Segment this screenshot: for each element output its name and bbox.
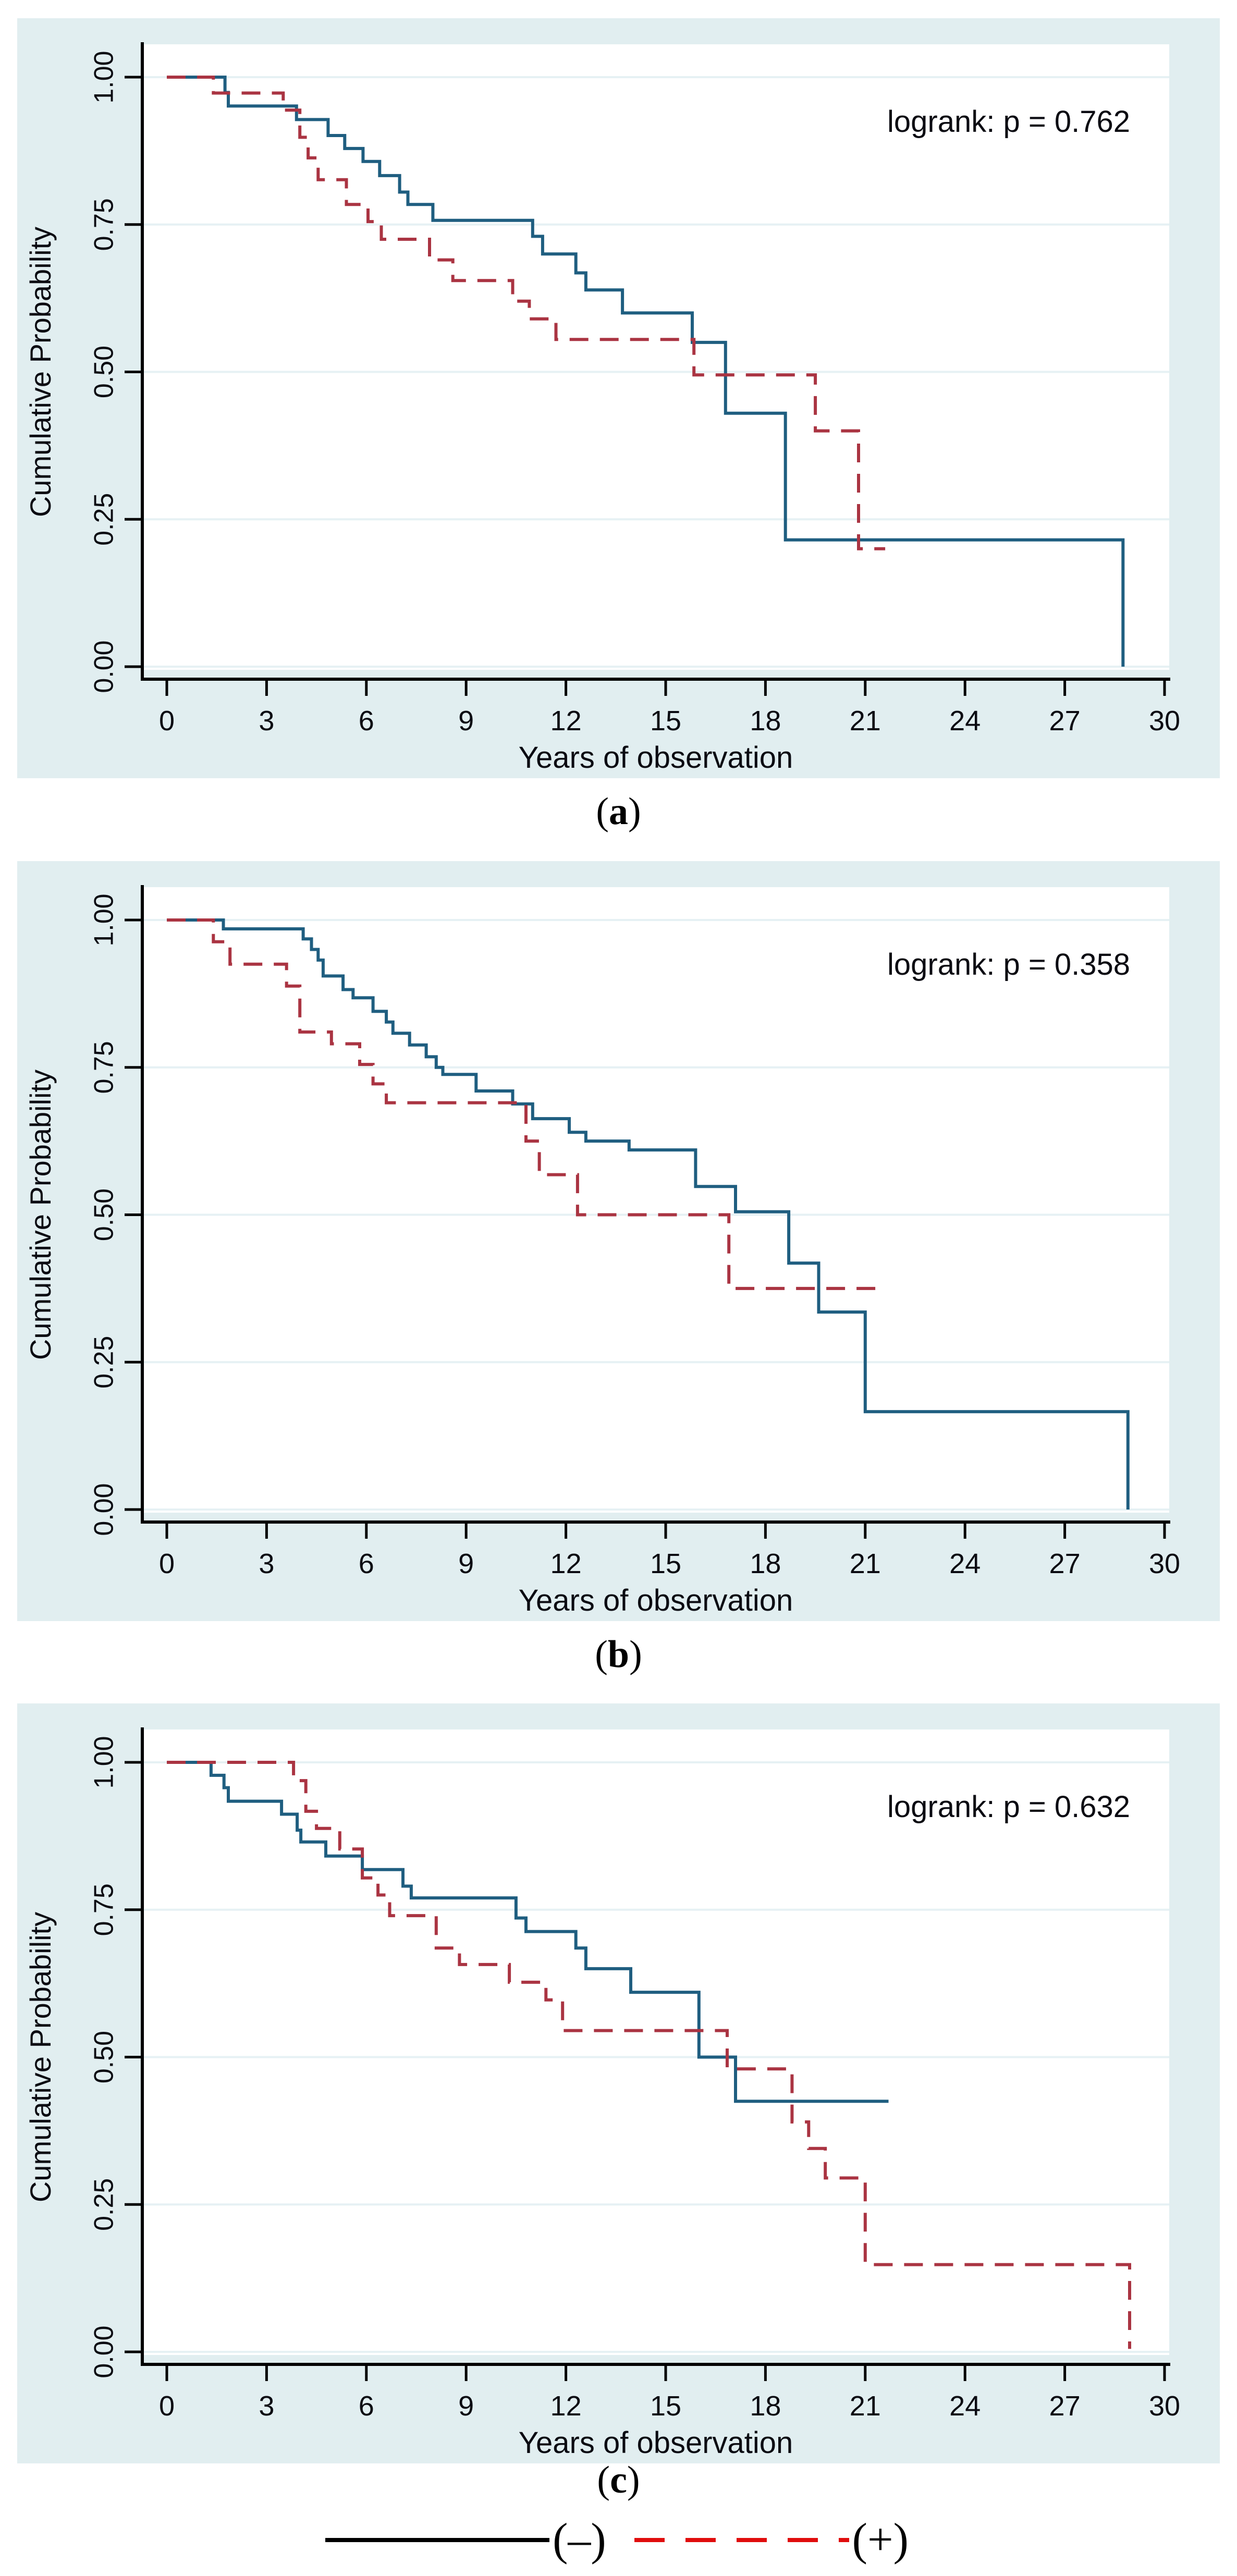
y-tick-label: 0.75 [89,198,119,251]
x-tick-label: 0 [159,2390,175,2422]
km-chart-c: 0.00 0.25 0.50 0.75 1.00 0 3 6 9 12 15 18 21 24 27 30 Ye… [24,1727,1180,2460]
legend-line-positive-icon [634,2538,849,2542]
series-positive [167,918,882,1290]
y-tick-label: 0.25 [89,493,119,546]
logrank-annotation: logrank: p = 0.358 [887,948,1130,982]
km-panel-b: 0.00 0.25 0.50 0.75 1.00 0 3 6 9 12 15 18 21 24 27 30 Ye… [17,861,1220,1621]
legend-label-positive: (+) [852,2514,909,2565]
legend-line-negative-icon [325,2538,550,2542]
x-tick-label: 27 [1049,2390,1081,2422]
y-tick-label: 0.25 [89,2178,119,2231]
x-tick-label: 24 [949,705,981,737]
x-axis-title: Years of observation [519,741,793,775]
plot-area [142,44,1169,670]
x-tick-label: 15 [650,1548,681,1579]
x-tick-label: 15 [650,2390,681,2422]
y-axis-title: Cumulative Probability [24,1912,57,2202]
x-tick-label: 0 [159,1548,175,1579]
x-tick-label: 27 [1049,1548,1081,1579]
x-axis-title: Years of observation [519,2426,793,2460]
y-tick-label: 0.25 [89,1336,119,1389]
legend-label-negative: (–) [553,2514,606,2565]
x-tick-label: 9 [458,2390,474,2422]
y-tick-label: 0.00 [89,2325,119,2378]
x-tick-label: 3 [259,1548,274,1579]
caption-b-letter: b [607,1633,630,1676]
plot-area [142,1729,1169,2355]
x-tick-label: 24 [949,1548,981,1579]
x-tick-label: 30 [1149,1548,1180,1579]
x-tick-label: 18 [750,2390,781,2422]
y-axis-title: Cumulative Probability [24,227,57,517]
caption-b-close: ) [629,1633,642,1676]
y-tick-label: 1.00 [89,1736,119,1788]
y-tick-label: 0.75 [89,1041,119,1094]
x-tick-label: 12 [550,1548,582,1579]
y-tick-label: 0.75 [89,1883,119,1936]
x-tick-label: 30 [1149,705,1180,737]
km-panel-c: 0.00 0.25 0.50 0.75 1.00 0 3 6 9 12 15 18 21 24 27 30 Ye… [17,1703,1220,2463]
y-axis-title: Cumulative Probability [24,1070,57,1360]
km-chart-b: 0.00 0.25 0.50 0.75 1.00 0 3 6 9 12 15 18 21 24 27 30 Ye… [24,885,1180,1617]
x-tick-label: 9 [458,705,474,737]
caption-a-open: ( [596,790,609,833]
series-positive [167,1761,1131,2349]
x-tick-label: 18 [750,705,781,737]
logrank-annotation: logrank: p = 0.762 [887,105,1130,139]
caption-b: (b) [0,1633,1237,1677]
series-negative [167,918,1130,1510]
x-tick-label: 0 [159,705,175,737]
x-tick-label: 3 [259,2390,274,2422]
x-tick-label: 6 [359,1548,374,1579]
series-negative [167,76,1125,667]
caption-b-open: ( [595,1633,608,1676]
km-panel-a: 0.00 0.25 0.50 0.75 1.00 0 3 6 9 12 15 18 21 24 27 30 Ye… [17,18,1220,778]
x-tick-label: 27 [1049,705,1081,737]
y-tick-label: 1.00 [89,893,119,946]
x-tick-label: 6 [359,705,374,737]
caption-c-close: ) [627,2459,640,2501]
caption-a: (a) [0,790,1237,834]
km-chart-a: 0.00 0.25 0.50 0.75 1.00 0 3 6 9 12 15 18 21 24 27 30 Ye… [24,42,1180,775]
y-tick-label: 0.00 [89,640,119,693]
plot-area [142,887,1169,1513]
x-tick-label: 15 [650,705,681,737]
x-tick-label: 9 [458,1548,474,1579]
caption-c-letter: c [610,2459,627,2501]
y-tick-label: 0.50 [89,346,119,398]
series-positive [167,76,886,550]
x-tick-label: 12 [550,2390,582,2422]
x-tick-label: 18 [750,1548,781,1579]
y-tick-label: 0.00 [89,1483,119,1536]
x-tick-label: 21 [850,705,881,737]
series-negative [167,1761,889,2103]
y-tick-label: 0.50 [89,1188,119,1241]
x-tick-label: 21 [850,2390,881,2422]
x-tick-label: 24 [949,2390,981,2422]
x-tick-label: 30 [1149,2390,1180,2422]
caption-c-open: ( [597,2459,610,2501]
caption-a-letter: a [609,790,628,833]
x-tick-label: 6 [359,2390,374,2422]
y-tick-label: 0.50 [89,2031,119,2083]
y-tick-label: 1.00 [89,51,119,103]
caption-c: (c) [0,2458,1237,2503]
legend: (–) (+) [0,2511,1237,2569]
x-tick-label: 12 [550,705,582,737]
caption-a-close: ) [628,790,641,833]
x-tick-label: 21 [850,1548,881,1579]
logrank-annotation: logrank: p = 0.632 [887,1790,1130,1824]
x-axis-title: Years of observation [519,1584,793,1617]
x-tick-label: 3 [259,705,274,737]
